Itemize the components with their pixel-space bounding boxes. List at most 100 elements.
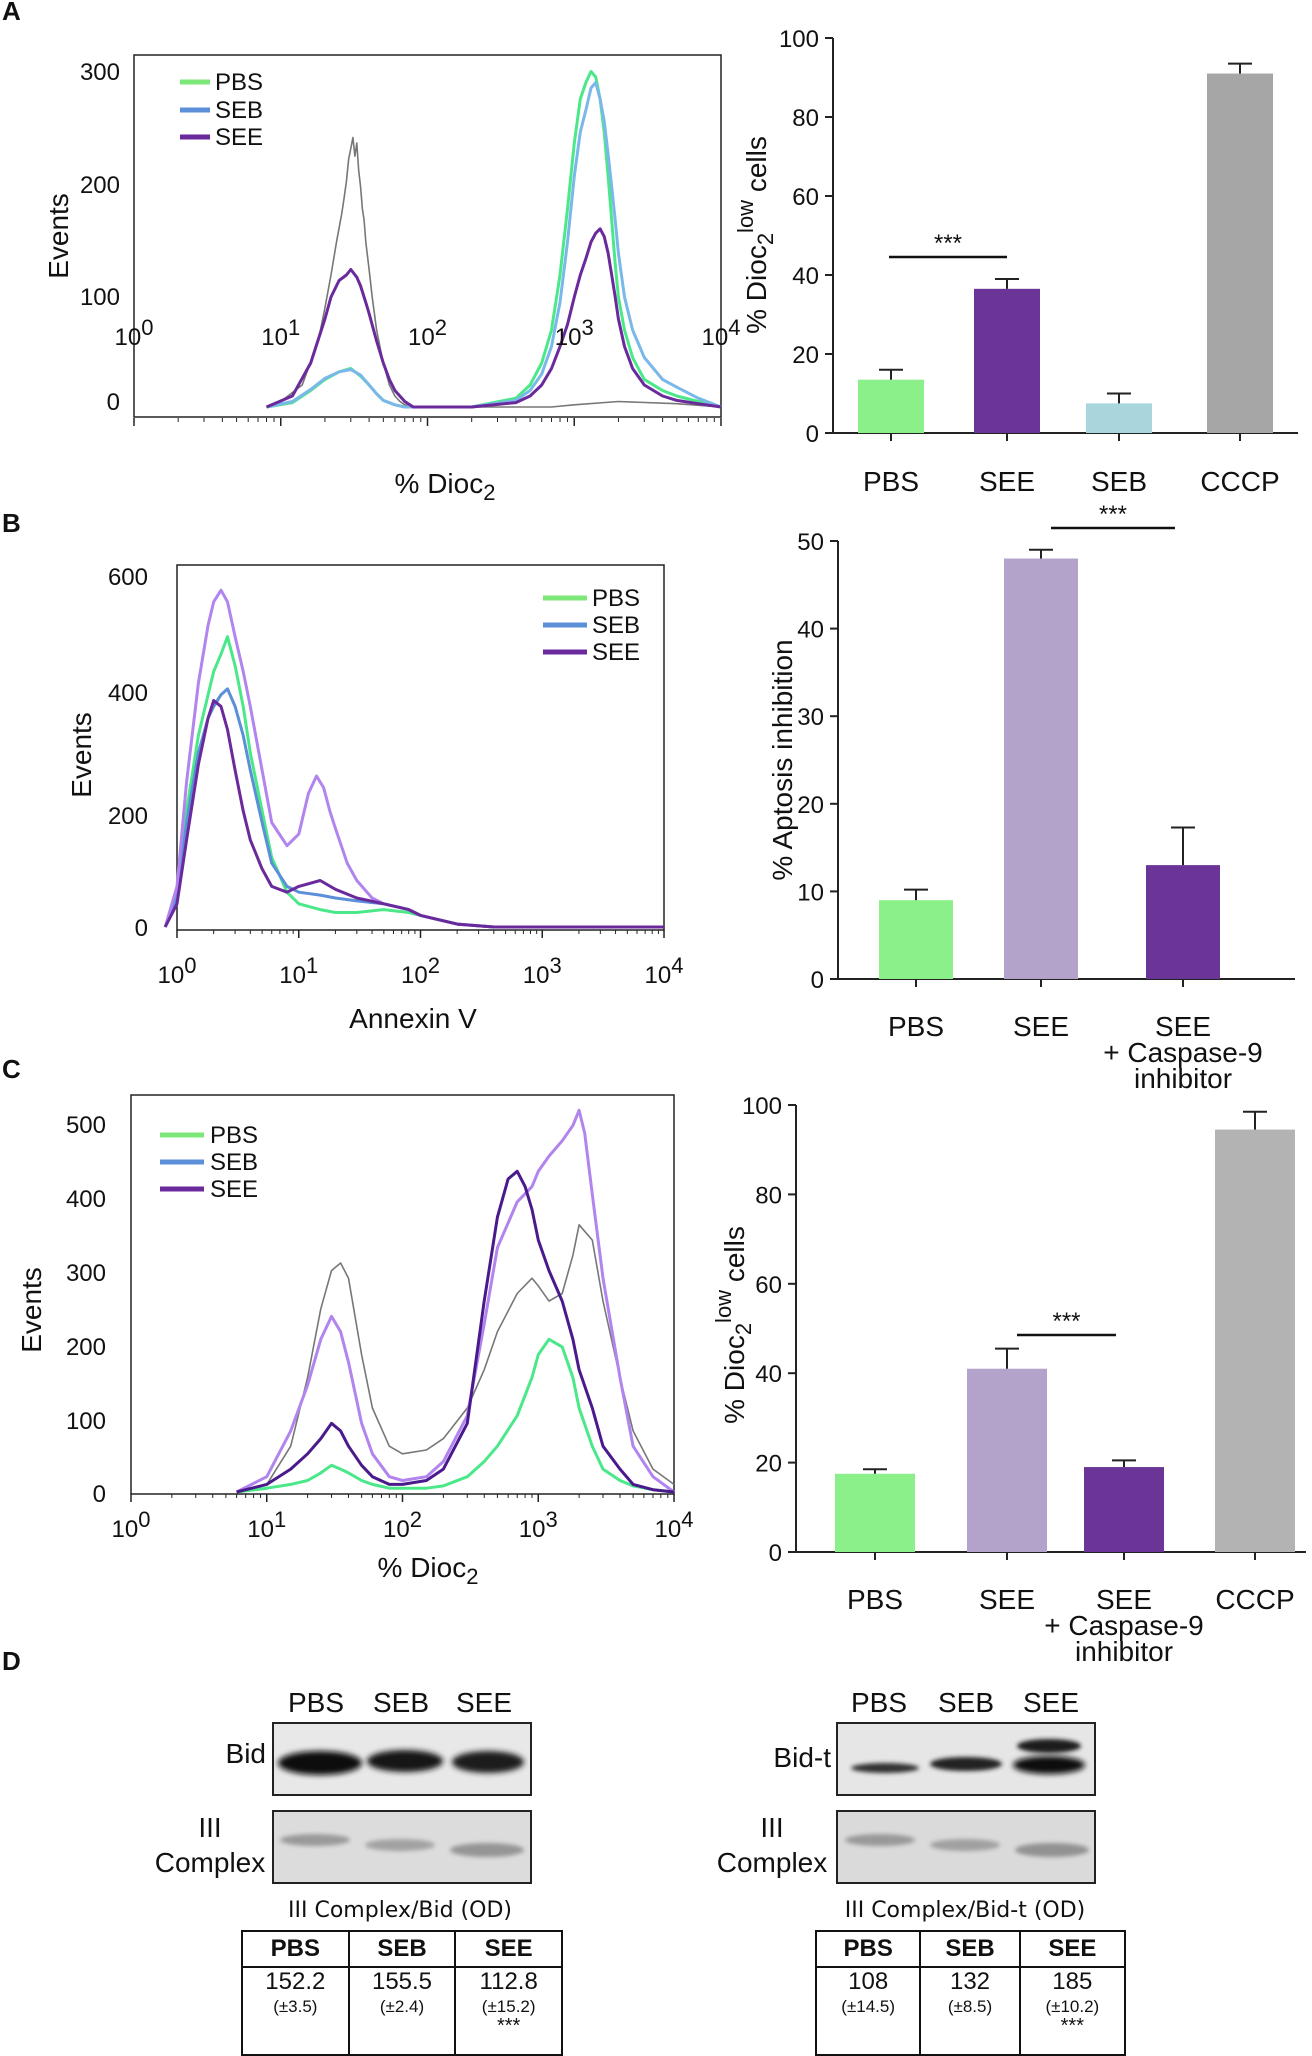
complex-band-see [1015,1843,1089,1857]
series-see [265,227,722,409]
legend-label-seb: SEB [215,97,263,124]
complex-band-seb [365,1839,435,1851]
left-od-table: PBS SEB SEE 152.2 (±3.5) 155.5 (±2.4) 112.… [241,1930,563,2056]
panel-b-histogram: Events 600 400 200 0 100 101 102 103 104 Ann… [66,564,683,1034]
bar-see-caspase-9-inhibitor [1084,1467,1164,1552]
y-tick-label: 80 [792,105,819,132]
lane-label-see: SEE [1023,1687,1079,1718]
series-see [236,1169,675,1494]
series-seb [163,687,664,929]
x-tick-label: 100 [158,953,197,989]
y-tick-500: 500 [66,1112,106,1139]
legend-label-seb: SEB [210,1149,258,1176]
y-axis-label: Events [66,712,97,798]
legend-label-pbs: PBS [210,1122,258,1149]
lane-label-pbs: PBS [851,1687,907,1718]
series-see-light [163,588,664,929]
bid-band-label: Bid [226,1738,266,1769]
x-tick-label: 101 [279,953,318,989]
y-tick-600: 600 [108,564,148,591]
series-see [163,699,664,929]
y-tick-200: 200 [66,1334,106,1361]
panel-label-b: B [2,508,21,538]
y-tick-label: 20 [797,792,824,819]
y-tick-200: 200 [108,803,148,830]
y-tick-label: 0 [811,967,824,994]
y-tick-label: 0 [806,421,819,448]
panel-d-right-blot: PBS SEB SEE Bid-t III Complex [717,1687,1096,1884]
category-label-pbs: PBS [863,466,919,497]
table-header-pbs: PBS [241,1930,350,1968]
panel-b-bar-chart: 0 10 20 30 40 50 PBS SEE SEE + Caspase-9 inhibitor… [767,501,1295,1094]
y-tick-300: 300 [80,59,120,86]
bar-pbs [858,379,924,433]
x-tick-label: 104 [645,953,684,989]
right-table-caption: III Complex/Bid-t (OD) [844,1898,1086,1923]
category-label-cccp: CCCP [1200,466,1279,497]
panel-a-bar-chart: 0 20 40 60 80 100 PBS SEE SEB CCCP *** % Dioc2low … [733,26,1298,497]
legend: PBS SEB SEE [543,585,640,666]
table-header-see: SEE [454,1930,563,1968]
y-tick-0: 0 [107,389,120,416]
bid-t-band-label: Bid-t [773,1742,831,1773]
legend-label-pbs: PBS [592,585,640,612]
table-cell-pbs: 152.2 (±3.5) [241,1966,350,2056]
bid-t-band-pbs [851,1763,919,1773]
y-tick-label: 50 [797,529,824,556]
legend-label-pbs: PBS [215,69,263,96]
y-tick-0: 0 [135,915,148,942]
significance-label: *** [1052,1308,1080,1335]
table-header-pbs: PBS [814,1930,922,1968]
legend-label-see: SEE [592,639,640,666]
y-tick-label: 0 [769,1540,782,1567]
table-cell-see: 185 (±10.2) *** [1018,1966,1127,2056]
table-header-seb: SEB [347,1930,457,1968]
legend: PBS SEB SEE [180,69,263,151]
x-tick-label: 101 [261,315,300,351]
panel-a-histogram: Events 300 200 100 0 100 101 102 103 104 % D… [43,54,740,505]
y-axis-label: % Aptosis inhibition [767,639,798,880]
table-header-see: SEE [1018,1930,1127,1968]
series-pbs [236,1337,675,1494]
category-label-see: SEE [979,1584,1035,1615]
x-tick-label: 103 [555,315,594,351]
bar-see [974,288,1040,433]
x-tick-label: 100 [112,1507,151,1543]
complex-label-line2: Complex [717,1847,827,1878]
bar-see [1004,558,1078,979]
panel-d-left-blot: PBS SEB SEE Bid III Complex [155,1687,532,1884]
table-header-seb: SEB [919,1930,1021,1968]
left-table-caption: III Complex/Bid (OD) [288,1898,512,1923]
bar-pbs [835,1473,915,1552]
series-pbs [163,635,664,929]
y-tick-label: 60 [755,1272,782,1299]
x-axis-label: % Dioc2 [378,1552,479,1589]
x-tick-label: 104 [655,1507,694,1543]
panel-label-d: D [2,1646,21,1676]
complex-label-line1: III [198,1812,221,1843]
legend: PBS SEB SEE [160,1122,258,1203]
y-axis-label: Events [43,193,74,279]
bar-cccp [1215,1129,1295,1552]
panel-label-c: C [2,1054,21,1084]
y-tick-label: 100 [779,26,819,53]
series-see-light [235,1108,675,1494]
complex-band-seb [930,1839,1000,1851]
y-tick-label: 40 [797,617,824,644]
panel-label-a: A [2,0,21,26]
x-tick-label: 103 [519,1507,558,1543]
legend-label-see: SEE [215,124,263,151]
table-cell-seb: 155.5 (±2.4) [347,1966,457,2056]
category-label-see: SEE [979,466,1035,497]
y-tick-label: 40 [792,263,819,290]
plot-frame [133,54,722,418]
bar-cccp [1207,73,1273,434]
y-tick-label: 80 [755,1182,782,1209]
y-axis-label: % Dioc2low cells [733,136,778,334]
x-tick-label: 103 [523,953,562,989]
table-cell-seb: 132 (±8.5) [919,1966,1021,2056]
complex-band-pbs [845,1834,915,1846]
lane-label-see: SEE [456,1687,512,1718]
panel-c-bar-chart: 0 20 40 60 80 100 PBS SEE SEE + Caspase-9 inhibito… [711,1093,1306,1667]
